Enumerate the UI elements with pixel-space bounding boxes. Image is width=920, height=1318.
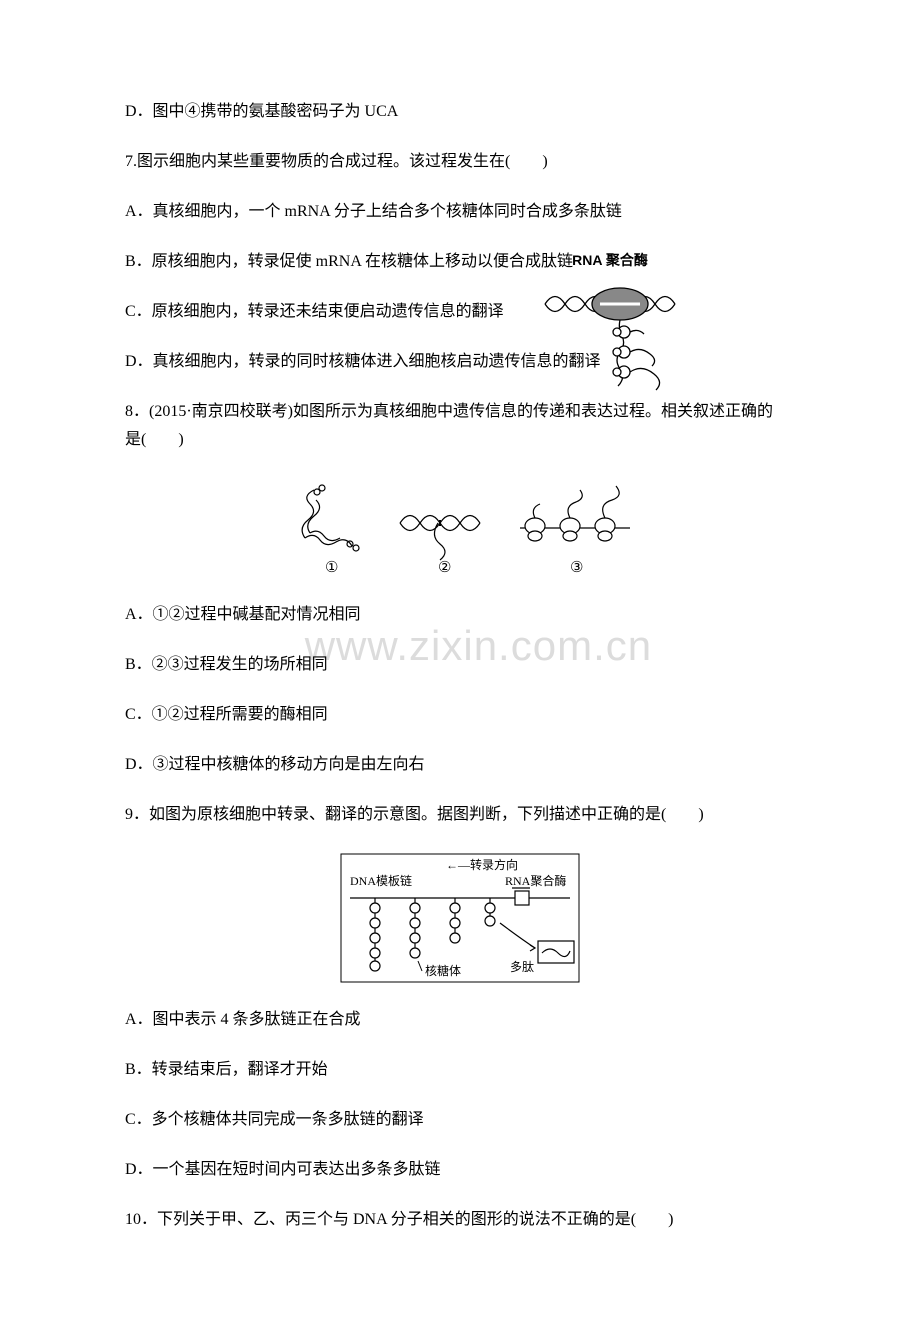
q8-option-d: D．③过程中核糖体的移动方向是由左向右 — [125, 753, 795, 777]
q9-option-b: B．转录结束后，翻译才开始 — [125, 1058, 795, 1082]
q8-fig-label-2: ② — [438, 560, 451, 576]
q10-stem: 10．下列关于甲、乙、丙三个与 DNA 分子相关的图形的说法不正确的是( ) — [125, 1208, 795, 1232]
q9-fig-ribo: 核糖体 — [425, 963, 461, 978]
q7-figure: RNA 聚合酶 — [535, 250, 685, 394]
q8-option-a: A．①②过程中碱基配对情况相同 — [125, 603, 795, 627]
q9-option-d: D．一个基因在短时间内可表达出多条多肽链 — [125, 1158, 795, 1182]
q8-figure: ① ② ③ — [125, 478, 795, 583]
q8-stem-line2: 是( ) — [125, 428, 795, 452]
q8-option-c: C．①②过程所需要的酶相同 — [125, 703, 795, 727]
q7-figure-label: RNA 聚合酶 — [572, 252, 648, 268]
q9-fig-poly: 多肽 — [510, 959, 534, 974]
q9-fig-dna: DNA模板链 — [350, 873, 412, 888]
q8-option-b: B．②③过程发生的场所相同 — [125, 653, 795, 677]
q8-stem-line1: 8．(2015·南京四校联考)如图所示为真核细胞中遗传信息的传递和表达过程。相关… — [125, 400, 795, 424]
q6-option-d: D．图中④携带的氨基酸密码子为 UCA — [125, 100, 795, 124]
q9-figure: ←— 转录方向 DNA模板链 RNA聚合酶 — [125, 853, 795, 988]
q8-fig-label-1: ① — [325, 560, 338, 576]
q7-option-d: D．真核细胞内，转录的同时核糖体进入细胞核启动遗传信息的翻译 — [125, 350, 795, 374]
q9-fig-rnap: RNA聚合酶 — [505, 873, 566, 888]
q7-option-a: A．真核细胞内，一个 mRNA 分子上结合多个核糖体同时合成多条肽链 — [125, 200, 645, 224]
q9-option-c: C．多个核糖体共同完成一条多肽链的翻译 — [125, 1108, 795, 1132]
q7-option-c: C．原核细胞内，转录还未结束便启动遗传信息的翻译 — [125, 300, 795, 324]
q9-option-a: A．图中表示 4 条多肽链正在合成 — [125, 1008, 795, 1032]
svg-text:←—: ←— — [446, 858, 471, 872]
q8-fig-label-3: ③ — [570, 560, 583, 576]
q9-fig-dir: 转录方向 — [470, 857, 518, 872]
q7-stem: 7.图示细胞内某些重要物质的合成过程。该过程发生在( ) — [125, 150, 585, 174]
q9-stem: 9．如图为原核细胞中转录、翻译的示意图。据图判断，下列描述中正确的是( ) — [125, 803, 795, 827]
